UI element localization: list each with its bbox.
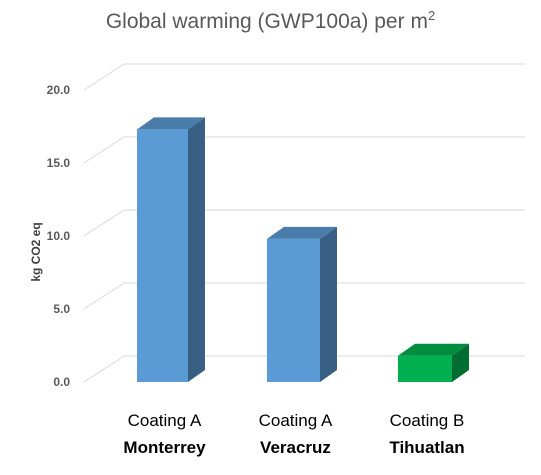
y-tick-label: 15.0 <box>47 156 71 170</box>
bar-side <box>452 343 469 382</box>
y-axis: 0.0 5.0 10.0 15.0 20.0 <box>47 83 71 389</box>
gridline <box>83 209 125 237</box>
x-tick-label: Coating B <box>390 411 465 430</box>
bars <box>137 117 469 383</box>
bar <box>398 343 469 382</box>
x-axis: Coating A Monterrey Coating A Veracruz Coati… <box>123 411 464 457</box>
bar <box>267 226 337 382</box>
bar-top <box>267 226 337 239</box>
gridline <box>83 355 125 383</box>
y-tick-label: 0.0 <box>53 375 70 389</box>
chart-title: Global warming (GWP100a) per m2 <box>105 8 436 33</box>
bar-front <box>398 355 452 382</box>
y-tick-label: 10.0 <box>47 229 71 243</box>
y-tick-label: 20.0 <box>47 83 71 97</box>
bar-top <box>398 343 469 356</box>
bar-front <box>267 238 320 382</box>
x-tick-label-bold: Monterrey <box>123 438 206 457</box>
x-tick-label-bold: Veracruz <box>260 438 331 457</box>
bar <box>137 117 205 383</box>
bar-side <box>320 226 337 382</box>
gridline <box>83 282 125 310</box>
y-axis-label: kg CO2 eq <box>29 222 43 281</box>
gridline <box>83 63 125 91</box>
x-tick-label-bold: Tihuatlan <box>389 438 464 457</box>
gridline <box>83 136 125 164</box>
bar-top <box>137 117 205 130</box>
x-tick-label: Coating A <box>128 411 202 430</box>
x-tick-label: Coating A <box>259 411 333 430</box>
bar-front <box>137 129 188 382</box>
bar-side <box>188 117 205 383</box>
y-tick-label: 5.0 <box>53 302 70 316</box>
